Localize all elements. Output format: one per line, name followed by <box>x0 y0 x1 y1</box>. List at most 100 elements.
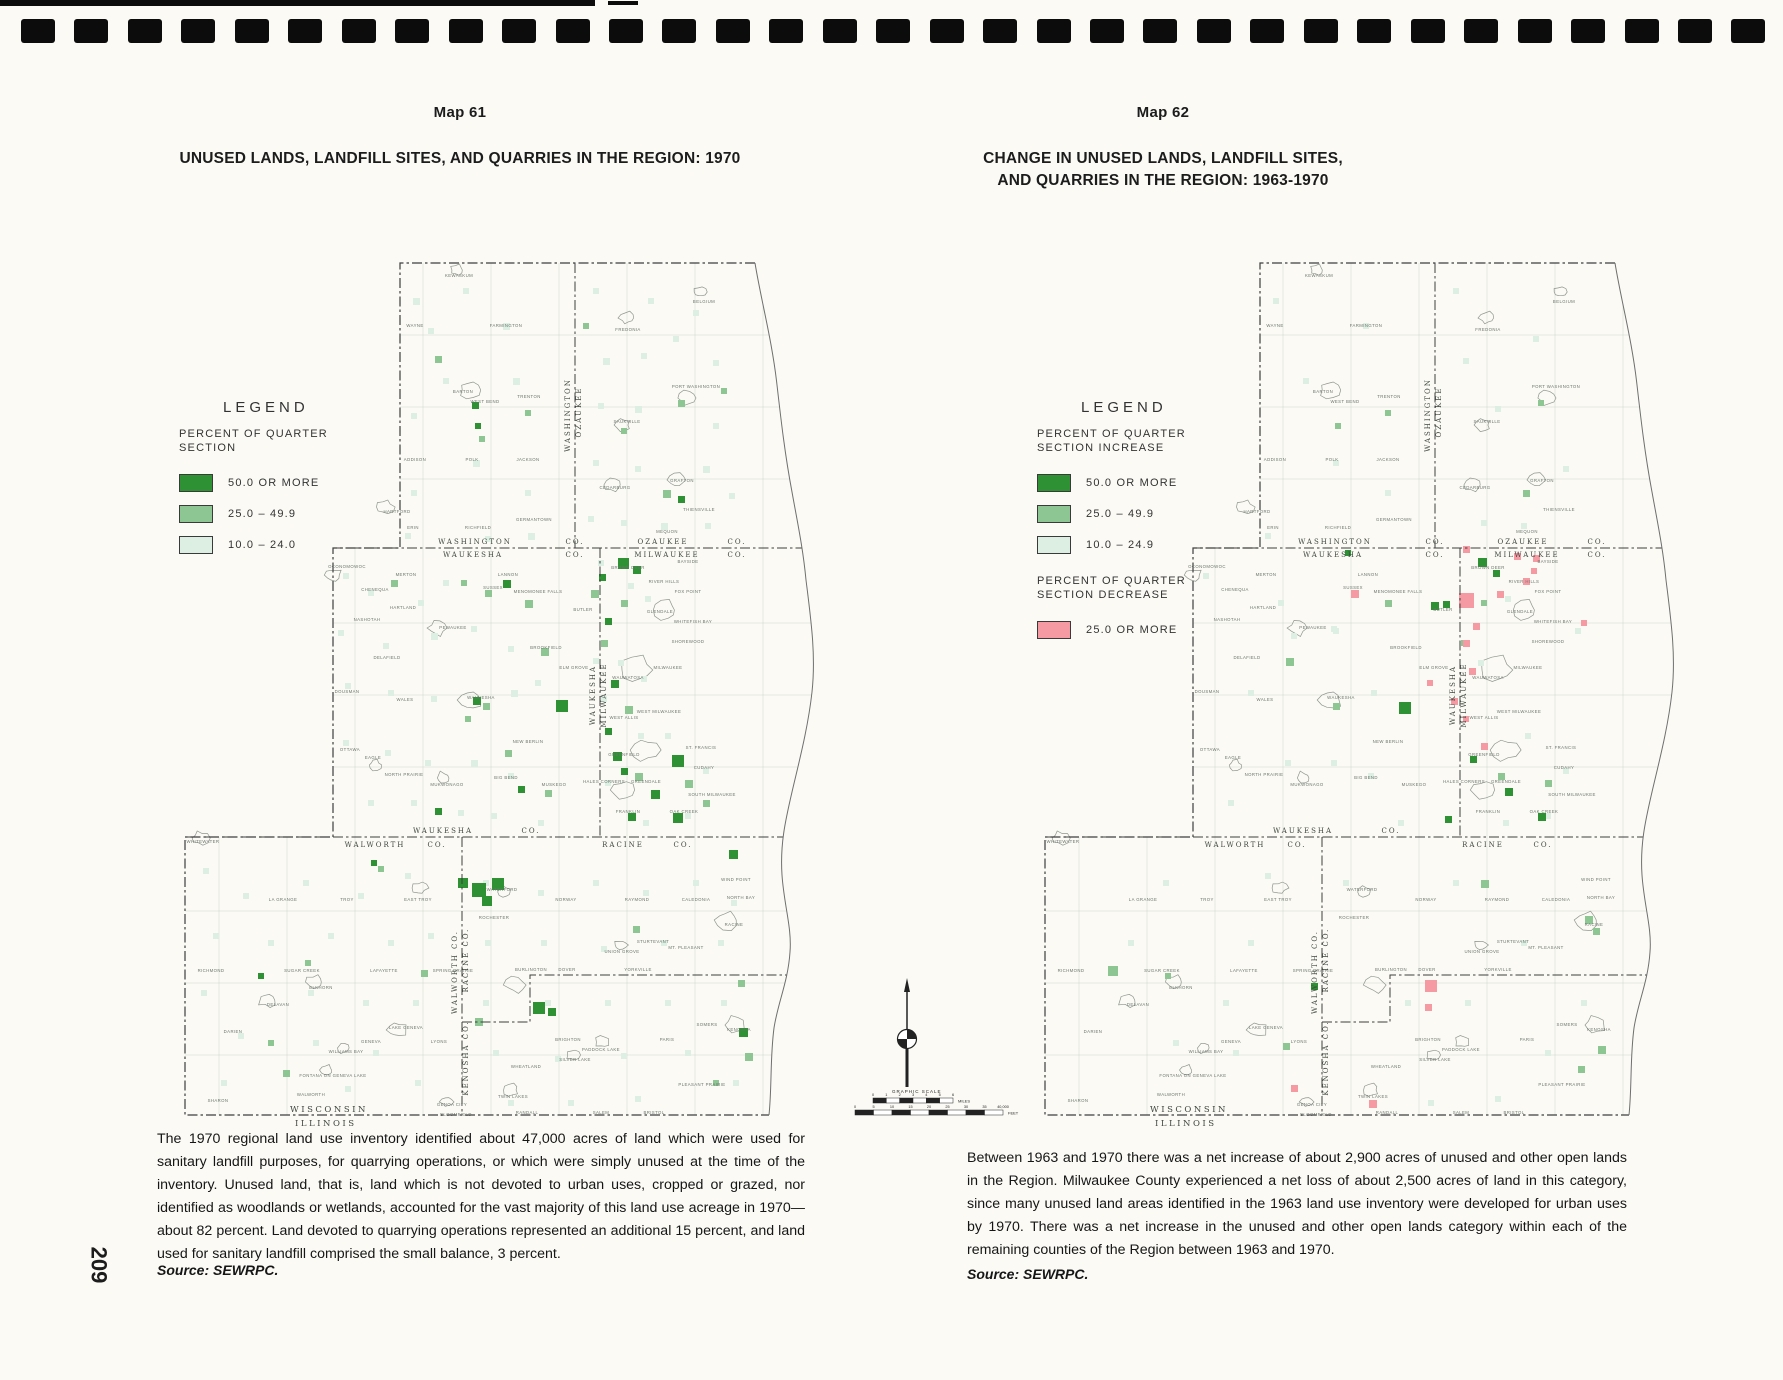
place-labels: KEWASKUM WAYNE FARMINGTON BARTON WEST BEND TR… <box>187 273 755 1117</box>
quarter-section-square <box>1369 1100 1377 1108</box>
place-label: WIND POINT <box>1581 877 1611 882</box>
map62-caption: Between 1963 and 1970 there was a net in… <box>967 1150 1627 1258</box>
place-label: WALES <box>397 697 414 702</box>
quarter-section-square <box>729 850 738 859</box>
place-label: RAYMOND <box>1485 897 1509 902</box>
place-label: FOX POINT <box>1535 589 1562 594</box>
place-label: DARIEN <box>1084 1029 1103 1034</box>
county-label: KENOSHA CO. <box>1322 1020 1330 1095</box>
quarter-section-square <box>1469 668 1476 675</box>
quarter-section-square <box>1503 820 1509 826</box>
quarter-section-square <box>1427 680 1433 686</box>
place-label: MUSKEGO <box>1402 782 1427 787</box>
place-label: RICHFIELD <box>1325 525 1351 530</box>
legend-swatch <box>179 535 213 554</box>
place-label: NASHOTAH <box>1214 617 1241 622</box>
quarter-section-square <box>443 580 449 586</box>
county-label: OZAUKEE <box>1497 538 1548 546</box>
place-label: DOVER <box>1418 967 1435 972</box>
quarter-section-squares-light <box>201 288 739 1106</box>
place-label: BRISTOL <box>1503 1110 1524 1115</box>
scan-top-streak-2 <box>608 1 638 5</box>
quarter-section-square <box>1545 780 1552 787</box>
place-label: FARMINGTON <box>1350 323 1383 328</box>
quarter-section-square <box>625 706 633 714</box>
legend-subtitle: PERCENT OF QUARTER SECTION <box>179 427 328 455</box>
place-label: SUGAR CREEK <box>1144 968 1180 973</box>
map61-source: Source: SEWRPC. <box>157 1262 279 1278</box>
quarter-section-square <box>601 640 608 647</box>
quarter-section-square <box>583 323 589 329</box>
quarter-section-square <box>621 428 627 434</box>
place-label: WALWORTH <box>297 1092 325 1097</box>
quarter-section-square <box>492 878 504 890</box>
place-label: WAUWATOSA <box>1472 675 1504 680</box>
place-label: BUTLER <box>1433 607 1452 612</box>
legend-swatch <box>1037 504 1071 523</box>
place-label: UNION GROVE <box>1465 949 1500 954</box>
page-number: 209 <box>86 1246 112 1284</box>
place-label: WAYNE <box>406 323 423 328</box>
place-label: ST. FRANCIS <box>1546 745 1577 750</box>
quarter-section-square <box>665 1000 671 1006</box>
place-label: LAKE GENEVA <box>1249 1025 1283 1030</box>
place-label: ERIN <box>407 525 419 530</box>
quarter-section-square <box>718 940 724 946</box>
place-label: FRANKLIN <box>616 809 640 814</box>
quarter-section-square <box>673 813 683 823</box>
scale-bar-segment <box>854 1109 874 1116</box>
quarter-section-square <box>1331 760 1337 766</box>
quarter-section-square <box>1521 940 1527 946</box>
place-label: SAUKVILLE <box>613 419 640 424</box>
binding-hole <box>1303 19 1338 43</box>
quarter-section-square <box>1451 698 1458 705</box>
place-label: KEWASKUM <box>445 273 473 278</box>
place-label: MUSKEGO <box>542 782 567 787</box>
binding-hole <box>876 19 911 43</box>
quarter-section-square <box>1497 591 1504 598</box>
place-label: BUTLER <box>573 607 592 612</box>
county-label: WAUKESHA <box>443 551 503 559</box>
quarter-section-square <box>635 773 643 781</box>
quarter-section-square <box>548 1008 556 1016</box>
quarter-section-square <box>1265 873 1271 879</box>
place-label: WATERFORD <box>487 887 518 892</box>
quarter-section-square <box>635 1096 641 1102</box>
binding-hole <box>181 19 216 43</box>
quarter-section-square <box>405 533 411 539</box>
place-label: LYONS <box>431 1039 447 1044</box>
scale-tick-label: 25 <box>945 1105 949 1109</box>
place-label: PARIS <box>1520 1037 1535 1042</box>
quarter-section-square <box>538 820 544 826</box>
quarter-section-square <box>635 466 641 472</box>
place-label: POLK <box>465 457 478 462</box>
quarter-section-square <box>385 750 391 756</box>
quarter-section-square <box>1278 600 1284 606</box>
legend-entry-label: 25.0 – 49.9 <box>228 507 297 520</box>
quarter-section-square <box>1453 288 1459 294</box>
quarter-section-square <box>535 680 541 686</box>
north-arrow-quadrant <box>907 1029 917 1039</box>
place-label: SILVER LAKE <box>1419 1057 1451 1062</box>
place-label: CHENEQUA <box>1221 587 1249 592</box>
county-label: WASHINGTON <box>1424 378 1432 452</box>
quarter-section-square <box>1531 568 1537 574</box>
quarter-section-square <box>703 800 710 807</box>
county-label: OZAUKEE <box>575 386 583 437</box>
place-label: OTTAWA <box>340 747 360 752</box>
place-label: WIND POINT <box>721 877 751 882</box>
quarter-section-square <box>491 813 497 819</box>
place-label: JACKSON <box>1376 457 1399 462</box>
quarter-section-square <box>411 800 417 806</box>
place-label: ELKHORN <box>1169 985 1193 990</box>
quarter-section-square <box>1371 690 1377 696</box>
place-label: ELM GROVE <box>1419 665 1448 670</box>
place-label: WHITEWATER <box>187 839 220 844</box>
county-label: CO. <box>674 841 693 849</box>
county-label: CO. <box>522 827 541 835</box>
quarter-section-squares-dark <box>1311 550 1546 990</box>
scale-tick-label: 5 <box>872 1105 874 1109</box>
binding-hole <box>395 19 430 43</box>
place-label: LANNON <box>498 572 518 577</box>
binding-hole <box>1196 19 1231 43</box>
